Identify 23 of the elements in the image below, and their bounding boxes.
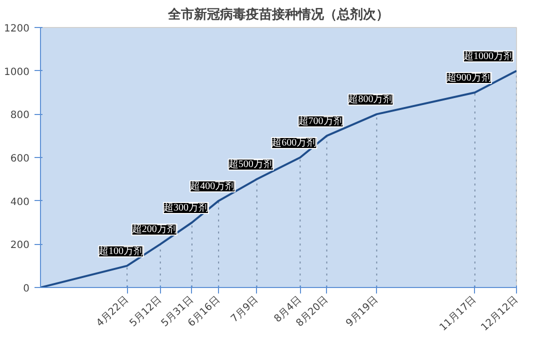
- data-label: 超700万剂: [298, 114, 344, 127]
- y-tick-label: 400: [10, 196, 30, 208]
- x-tick-label: 9月19日: [344, 294, 380, 330]
- data-label: 超800万剂: [348, 93, 394, 106]
- data-label: 超900万剂: [446, 72, 492, 84]
- x-tick-label: 4月22日: [94, 294, 131, 330]
- x-tick-label: 11月17日: [438, 294, 479, 334]
- y-tick-label: 800: [10, 110, 30, 122]
- data-label: 超200万剂: [132, 223, 177, 236]
- y-tick-label: 200: [10, 240, 30, 252]
- data-label: 超100万剂: [98, 244, 144, 257]
- data-label: 超1000万剂: [464, 50, 514, 62]
- y-tick-label: 0: [23, 284, 30, 294]
- data-label: 超400万剂: [190, 180, 236, 192]
- x-tick-label: 7月9日: [229, 294, 261, 325]
- x-tick-label: 12月12日: [479, 294, 520, 334]
- data-label: 超600万剂: [272, 136, 317, 148]
- y-tick-label: 600: [10, 154, 30, 164]
- data-label: 超300万剂: [163, 202, 208, 214]
- y-tick-label: 1200: [4, 24, 30, 34]
- y-tick-label: 1000: [4, 66, 30, 78]
- chart-title: 全市新冠病毒疫苗接种情况（总剂次）: [167, 6, 389, 22]
- data-label: 超500万剂: [228, 158, 274, 170]
